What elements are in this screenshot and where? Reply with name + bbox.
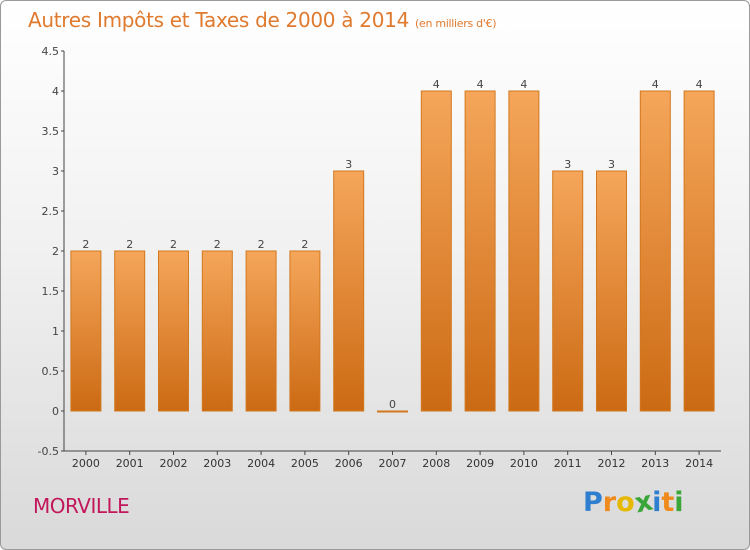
data-label-2014: 4 [696, 78, 703, 91]
data-label-2001: 2 [126, 238, 133, 251]
x-tick-label-2009: 2009 [466, 457, 494, 470]
data-label-2000: 2 [82, 238, 89, 251]
x-tick-label-2003: 2003 [203, 457, 231, 470]
data-label-2011: 3 [564, 158, 571, 171]
data-label-2012: 3 [608, 158, 615, 171]
y-tick-label: 1.5 [42, 285, 60, 298]
chart-title-text: Autres Impôts et Taxes de 2000 à 2014 [28, 8, 409, 32]
bar-2000 [70, 250, 102, 412]
bar-2006 [333, 170, 365, 412]
y-tick-label: 0.5 [42, 365, 60, 378]
y-tick-label: 2.5 [42, 205, 60, 218]
y-tick-label: 1 [52, 325, 59, 338]
data-label-2008: 4 [433, 78, 440, 91]
bar-2002 [158, 250, 189, 412]
bar-2013 [639, 90, 671, 412]
data-label-2007: 0 [389, 398, 396, 411]
bar-2005 [289, 250, 321, 412]
commune-name: MORVILLE [33, 494, 130, 518]
bar-2012 [596, 170, 627, 412]
logo-letter: i [652, 487, 662, 518]
x-tick-label-2012: 2012 [598, 457, 626, 470]
bar-2003 [201, 250, 233, 412]
logo-letter: P [583, 487, 603, 518]
bar-2007 [377, 410, 408, 413]
x-tick-label-2000: 2000 [72, 457, 100, 470]
x-tick-label-2010: 2010 [510, 457, 538, 470]
bar-2008 [420, 90, 452, 412]
bar-2011 [552, 170, 584, 412]
y-tick-label: 3 [52, 165, 59, 178]
data-label-2003: 2 [214, 238, 221, 251]
bar-2001 [114, 250, 146, 412]
bar-2014 [683, 90, 715, 412]
data-label-2006: 3 [345, 158, 352, 171]
chart-unit: (en milliers d'€) [415, 17, 497, 30]
data-label-2009: 4 [477, 78, 484, 91]
x-tick-label-2005: 2005 [291, 457, 319, 470]
y-tick-label: -0.5 [38, 445, 59, 458]
data-label-2010: 4 [520, 78, 527, 91]
y-tick-label: 4.5 [42, 45, 60, 58]
x-tick-label-2008: 2008 [422, 457, 450, 470]
bar-2010 [508, 90, 540, 412]
x-tick-label-2011: 2011 [554, 457, 582, 470]
bar-2004 [245, 250, 277, 412]
y-tick-label: 3.5 [42, 125, 60, 138]
x-tick-label-2001: 2001 [116, 457, 144, 470]
y-tick-label: 2 [52, 245, 59, 258]
x-tick-label-2014: 2014 [685, 457, 713, 470]
logo-letter: t [661, 487, 675, 518]
x-tick-label-2013: 2013 [641, 457, 669, 470]
x-tick-label-2002: 2002 [160, 457, 188, 470]
data-label-2004: 2 [258, 238, 265, 251]
chart-title: Autres Impôts et Taxes de 2000 à 2014 (en… [28, 8, 496, 32]
logo-letter: i [674, 487, 684, 518]
logo-letter: r [602, 487, 617, 518]
proxiti-logo: Proxiti [583, 486, 684, 520]
y-tick-label: 0 [52, 405, 59, 418]
logo-letter: o [616, 487, 635, 518]
data-label-2002: 2 [170, 238, 177, 251]
x-tick-label-2004: 2004 [247, 457, 275, 470]
data-label-2013: 4 [652, 78, 659, 91]
x-tick-label-2007: 2007 [379, 457, 407, 470]
x-tick-label-2006: 2006 [335, 457, 363, 470]
data-label-2005: 2 [301, 238, 308, 251]
bar-2009 [464, 90, 496, 412]
y-tick-label: 4 [52, 85, 59, 98]
